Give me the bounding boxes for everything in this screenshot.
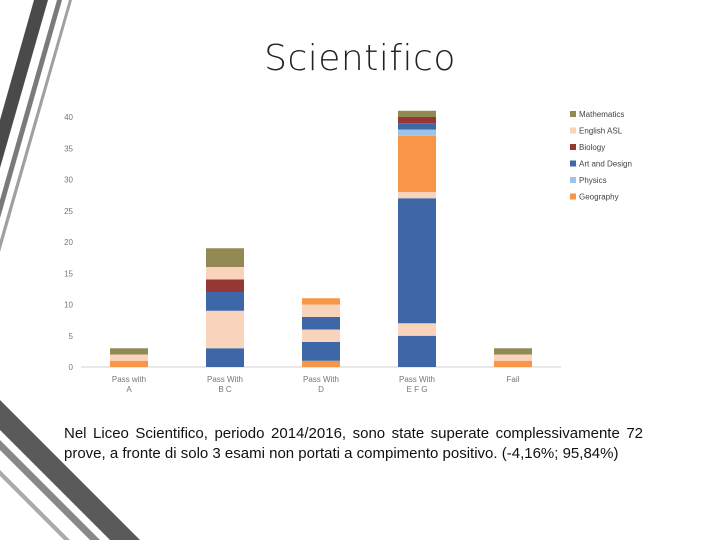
legend-label: Geography xyxy=(579,193,619,202)
bar-segment xyxy=(206,248,244,267)
x-tick-label: Pass With E F G xyxy=(399,375,435,394)
bar-segment xyxy=(494,360,532,367)
y-tick-label: 15 xyxy=(64,269,73,278)
bar-segment xyxy=(302,329,340,342)
x-tick-label: Pass With B C xyxy=(207,375,243,394)
bar-segment xyxy=(398,123,436,130)
x-tick-label: Pass with A xyxy=(112,375,146,394)
legend-label: Mathematics xyxy=(579,110,624,119)
bar-segment xyxy=(302,342,340,361)
bar-segment xyxy=(398,323,436,336)
bar-segment xyxy=(398,198,436,324)
legend-label: Biology xyxy=(579,143,605,152)
bar-segment xyxy=(398,117,436,124)
legend-swatch xyxy=(570,193,576,200)
bar-segment xyxy=(494,354,532,361)
chart-area: 0 5 10 15 20 25 30 35 40 Pass with A Pass With B C Pa… xyxy=(59,102,648,400)
stacked-bar-chart: 0 5 10 15 20 25 30 35 40 Pass with A Pass With B C Pa… xyxy=(64,110,632,394)
x-tick-label: Fail xyxy=(507,375,520,384)
bar-segment xyxy=(110,360,148,367)
bar-segment xyxy=(206,348,244,367)
bar-segment xyxy=(398,192,436,199)
bar-segment xyxy=(302,317,340,330)
bar-segment xyxy=(398,110,436,117)
bar-segment xyxy=(302,360,340,367)
y-tick-label: 0 xyxy=(69,363,74,372)
bar-segment xyxy=(494,348,532,355)
legend-swatch xyxy=(570,144,576,150)
top-left-stripes xyxy=(0,0,72,252)
x-tick-label: Pass With D xyxy=(303,375,339,394)
bottom-left-stripes xyxy=(0,400,140,540)
bar-segment xyxy=(110,354,148,361)
legend-swatch xyxy=(570,160,576,167)
legend-label: Physics xyxy=(579,176,607,185)
y-tick-label: 35 xyxy=(64,144,73,153)
y-tick-label: 30 xyxy=(64,176,73,185)
y-tick-label: 40 xyxy=(64,113,73,122)
bar-segment xyxy=(206,279,244,292)
bar-segment xyxy=(206,267,244,280)
legend-label: English ASL xyxy=(579,127,623,136)
slide-title: Scientifico xyxy=(264,38,456,79)
bar-segment xyxy=(206,310,244,349)
bar-segment xyxy=(398,335,436,367)
bar-segment xyxy=(398,135,436,192)
legend-swatch xyxy=(570,127,576,134)
bar-segment xyxy=(110,348,148,355)
slide-caption: Nel Liceo Scientifico, periodo 2014/2016… xyxy=(64,425,643,462)
y-tick-label: 5 xyxy=(69,332,74,341)
y-tick-label: 20 xyxy=(64,238,73,247)
bar-segment xyxy=(398,129,436,136)
bar-segment xyxy=(302,304,340,317)
bar-segment xyxy=(302,298,340,305)
legend-swatch xyxy=(570,177,576,183)
y-tick-label: 10 xyxy=(64,301,73,310)
bar-segment xyxy=(206,292,244,311)
legend-swatch xyxy=(570,111,576,117)
y-tick-label: 25 xyxy=(64,207,73,216)
legend-label: Art and Design xyxy=(579,160,632,169)
